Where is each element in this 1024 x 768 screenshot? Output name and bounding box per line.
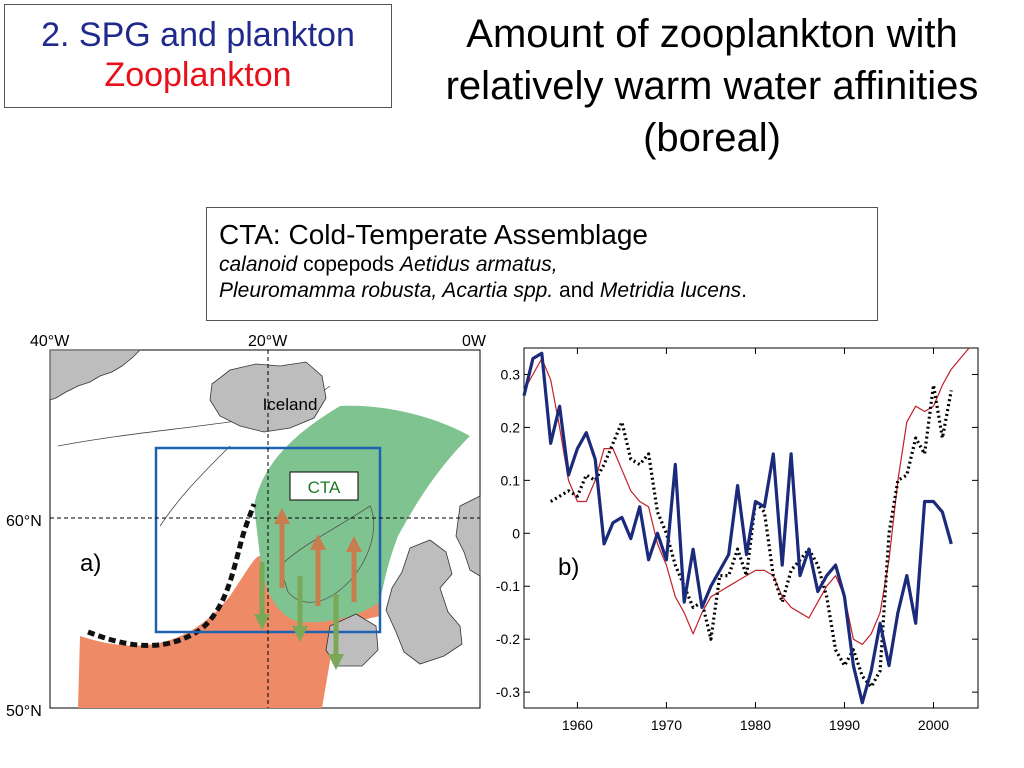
x-tick-label: 1960 — [562, 717, 593, 733]
section-header: 2. SPG and plankton Zooplankton — [4, 4, 392, 108]
species-text: . — [741, 279, 747, 302]
definition-box: CTA: Cold-Temperate Assemblage calanoid … — [206, 207, 878, 321]
ireland-land — [325, 613, 379, 667]
northward-arrow — [310, 534, 326, 606]
bathymetry-contour — [279, 505, 375, 603]
y-tick-label: -0.2 — [496, 631, 520, 647]
plot-frame — [523, 347, 979, 709]
y-tick-label: 0 — [512, 525, 520, 541]
species-text: Aetidus armatus, — [399, 253, 558, 276]
species-text: Pleuromamma robusta, Acartia spp. — [219, 279, 554, 302]
axis-ticks: 1960 1970 1980 1990 2000 0.3 0.2 0.1 0 -0.1 -0.2 -0… — [496, 348, 978, 733]
y-tick-label: 0.1 — [501, 472, 521, 488]
slide-title-line-1: Amount of zooplankton with — [466, 12, 958, 56]
definition-heading: CTA: Cold-Temperate Assemblage — [219, 219, 648, 250]
southward-arrow — [292, 576, 308, 642]
lat-label-60n: 60°N — [6, 513, 42, 530]
panel-label-a: a) — [80, 550, 101, 577]
panel-label-b: b) — [558, 554, 579, 581]
norway-land — [455, 495, 481, 577]
southward-arrow — [328, 594, 344, 670]
cta-label-box — [289, 471, 359, 501]
series-layer — [522, 347, 970, 705]
bathymetry-contour — [159, 445, 231, 527]
northward-arrow — [346, 536, 362, 602]
section-title: 2. SPG and plankton — [41, 16, 355, 54]
britain-land — [385, 539, 463, 665]
series-line-dotted — [549, 383, 953, 689]
y-tick-label: -0.3 — [496, 684, 520, 700]
slide-title-line-2: relatively warm water affinities — [445, 64, 979, 108]
x-tick-label: 1970 — [651, 717, 682, 733]
iceland-label: Iceland — [263, 395, 318, 414]
slide-title: Amount of zooplankton with relatively wa… — [400, 8, 1024, 164]
lon-label-20w: 20°W — [248, 333, 288, 350]
southward-arrow — [254, 562, 270, 630]
timeseries-chart: 1960 1970 1980 1990 2000 0.3 0.2 0.1 0 -0.1 -0.2 -0… — [496, 347, 979, 733]
species-text: Metridia lucens — [599, 279, 742, 302]
lon-label-0w: 0W — [462, 333, 487, 350]
northward-arrow — [274, 508, 290, 588]
species-line-1: calanoid copepods Aetidus armatus, — [219, 252, 877, 278]
x-tick-label: 1990 — [829, 717, 860, 733]
flow-arrows — [254, 508, 362, 670]
slide-title-line-3: (boreal) — [643, 116, 781, 160]
y-tick-label: -0.1 — [496, 578, 520, 594]
lat-label-50n: 50°N — [6, 703, 42, 720]
cta-label: CTA — [308, 478, 341, 497]
cta-region — [254, 405, 470, 623]
species-line-2: Pleuromamma robusta, Acartia spp. and Me… — [219, 278, 877, 304]
greenland-land — [49, 349, 141, 401]
lon-label-40w: 40°W — [30, 333, 70, 350]
species-text: and — [553, 279, 600, 302]
y-tick-label: 0.3 — [501, 366, 521, 382]
species-text: copepods — [297, 253, 400, 276]
section-subtitle: Zooplankton — [104, 56, 292, 94]
iceland-land — [209, 361, 327, 433]
map-figure: Iceland CTA a) 40°W 20°W 0W 60°N 50°N — [6, 333, 487, 720]
species-text: calanoid — [219, 253, 298, 276]
x-tick-label: 1980 — [740, 717, 771, 733]
polar-front-line — [87, 503, 257, 648]
series-line-thick-solid — [522, 351, 953, 705]
y-tick-label: 0.2 — [501, 419, 521, 435]
x-tick-label: 2000 — [918, 717, 949, 733]
